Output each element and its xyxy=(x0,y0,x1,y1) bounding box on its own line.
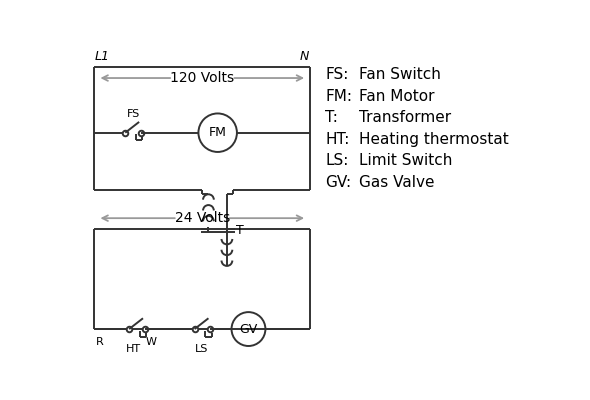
Text: 24 Volts: 24 Volts xyxy=(175,211,230,225)
Text: Heating thermostat: Heating thermostat xyxy=(359,132,509,147)
Text: T: T xyxy=(236,224,244,237)
Text: LS:: LS: xyxy=(326,154,349,168)
Text: FM: FM xyxy=(209,126,227,139)
Text: LS: LS xyxy=(195,344,208,354)
Text: FM:: FM: xyxy=(326,89,352,104)
Text: L1: L1 xyxy=(94,50,110,63)
Text: HT: HT xyxy=(126,344,142,354)
Text: T:: T: xyxy=(326,110,338,125)
Text: GV: GV xyxy=(240,322,258,336)
Text: N: N xyxy=(299,50,309,63)
Text: W: W xyxy=(145,337,156,347)
Text: HT:: HT: xyxy=(326,132,350,147)
Text: FS: FS xyxy=(127,109,140,119)
Text: Fan Switch: Fan Switch xyxy=(359,67,441,82)
Text: 120 Volts: 120 Volts xyxy=(170,71,234,85)
Text: Gas Valve: Gas Valve xyxy=(359,175,434,190)
Text: Limit Switch: Limit Switch xyxy=(359,154,452,168)
Text: GV:: GV: xyxy=(326,175,352,190)
Text: Transformer: Transformer xyxy=(359,110,451,125)
Text: FS:: FS: xyxy=(326,67,349,82)
Text: R: R xyxy=(96,337,104,347)
Text: Fan Motor: Fan Motor xyxy=(359,89,434,104)
